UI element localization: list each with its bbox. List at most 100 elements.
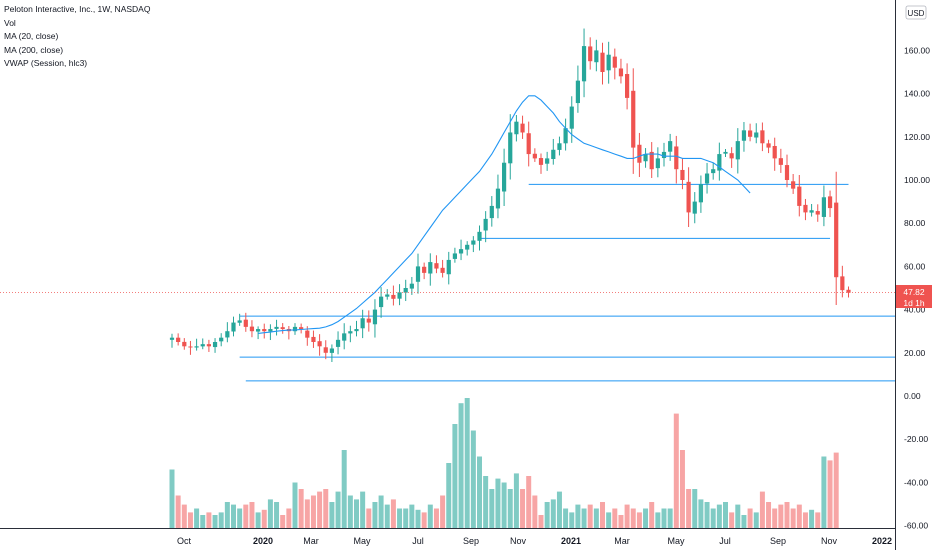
volume-bar [753,512,759,528]
volume-bar [397,508,403,528]
candle-body [200,344,205,347]
candle-body [846,289,851,293]
currency-button[interactable]: USD [905,5,927,20]
legend-volume[interactable]: Vol [4,17,16,28]
candle-body [569,106,574,129]
candle [188,340,193,355]
candle-body [661,151,667,159]
price-tick-label: 140.00 [904,89,930,99]
candle-body [618,68,624,77]
candle [532,148,537,162]
candle [717,142,722,181]
volume-bar [624,504,630,528]
volume-layer [169,398,839,528]
candle [827,190,833,218]
volume-bar [403,508,409,528]
legend-title[interactable]: Peloton Interactive, Inc., 1W, NASDAQ [4,4,151,14]
candle-body [686,181,691,213]
candle [729,147,734,168]
volume-bar [310,495,316,528]
volume-bar [292,482,298,528]
volume-bar [194,508,200,528]
volume-bar [661,508,667,528]
candle [686,167,691,227]
volume-bar [372,502,378,528]
candle-body [256,329,261,332]
candle-body [668,141,673,152]
volume-bar [274,502,280,528]
volume-bar [169,469,175,528]
volume-bar [513,473,519,528]
candle [329,344,334,362]
candle-body [471,240,476,245]
candle [200,338,205,350]
legend-ma200[interactable]: MA (200, close) [4,44,64,55]
volume-tick-label: -40.00 [904,477,928,487]
candle [274,319,279,336]
volume-bar [495,478,501,528]
volume-bar [704,502,710,528]
time-axis[interactable]: Oct 2020 Mar May Jul Sep Nov 2021 Mar May Jul Sep No… [177,536,892,546]
candle-body [366,318,371,323]
legend-ma20[interactable]: MA (20, close) [4,31,59,41]
volume-bar [206,512,212,528]
candle [292,323,298,335]
candle [440,259,445,278]
volume-bar [581,508,587,528]
candle-body [237,320,242,323]
candle-body [692,201,697,214]
time-tick-label: Mar [303,536,319,546]
volume-bar [175,495,181,528]
candle-body [274,326,279,329]
candle [625,63,630,110]
candle-body [754,132,759,138]
candle [643,148,648,168]
candle [495,174,501,219]
price-axis[interactable]: 160.00 140.00 120.00 100.00 80.00 60.00 40.00 2… [904,45,930,357]
candle [403,279,408,302]
volume-bar [735,504,741,528]
candle [520,115,525,139]
ma-20-line [258,95,751,334]
candle [631,68,636,174]
candle [280,323,285,334]
candle-body [212,342,218,348]
legend-vwap[interactable]: VWAP (Session, hlc3) [4,58,88,68]
candle [846,286,851,298]
volume-bar [409,504,415,528]
time-tick-label: Nov [821,536,838,546]
volume-bar [317,491,323,528]
candle-body [495,188,501,209]
candle-body [483,218,488,231]
volume-bar [335,491,341,528]
candle [489,196,494,227]
volume-bar [501,482,507,528]
candle-body [440,267,445,273]
candle-body [335,339,341,347]
volume-bar [489,489,495,528]
volume-bar [280,515,286,528]
candle-body [489,205,494,219]
candle-body [735,141,740,160]
volume-tick-label: -20.00 [904,434,928,444]
candle-body [231,322,236,332]
volume-bar [243,504,249,528]
price-tick-label: 120.00 [904,132,930,142]
candle [231,316,236,337]
candle-body [249,326,255,332]
volume-bar [827,460,833,528]
candle [397,284,402,306]
candle-body [458,249,464,254]
candle-body [545,158,550,164]
candle-body [551,149,556,160]
candle-body [188,346,193,348]
candle-body [704,173,710,184]
candle [834,171,839,306]
candle-body [305,330,310,338]
volume-bar [759,491,765,528]
volume-bar [766,502,772,528]
candle [618,58,624,84]
candle-body [717,154,722,171]
volume-bar [723,502,728,528]
